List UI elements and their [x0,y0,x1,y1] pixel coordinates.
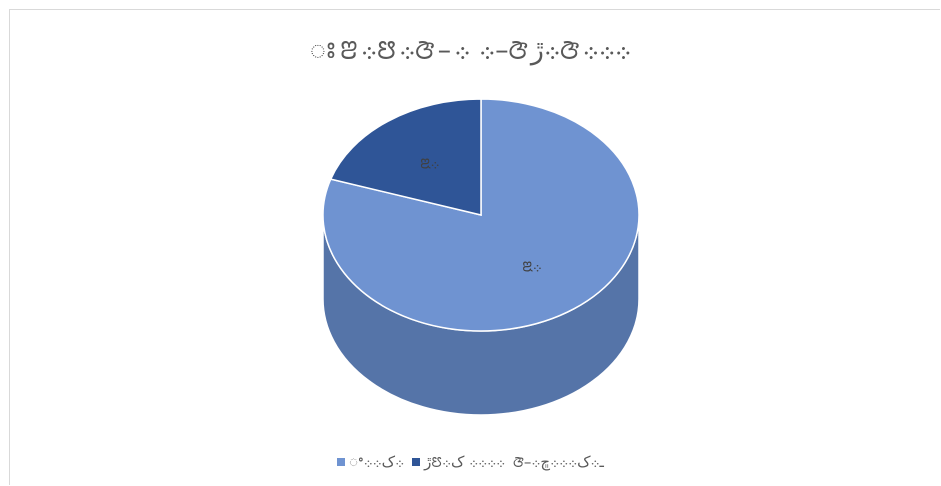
legend-swatch-2 [412,458,421,466]
legend-label-1: ꢀ܀ک܀܀ [349,453,405,471]
legend-item-1: ꢀ܀ک܀܀ [337,452,404,472]
legend-label-3: ꢆ–ـ܀ک܀܀܀ڇ܀ [513,453,604,471]
pie-slice-1 [322,98,640,332]
chart-title: ꢁꢂ܀ꢅ܀ꢆ–܀ ܀–ꢆ܀ڙꢆ܀܀܀ [309,35,632,66]
legend-swatch-1 [337,458,346,466]
chart-legend: ꢀ܀ک܀܀ ڙꢄ܀܀܀܀ ک܀ ꢆ–ـ܀ک܀܀܀ڇ܀ [0,452,941,472]
legend-label-2: ڙꢄ܀܀܀܀ ک܀ [424,453,506,471]
legend-item-3: ꢆ–ـ܀ک܀܀܀ڇ܀ [513,452,604,472]
legend-item-2: ڙꢄ܀܀܀܀ ک܀ [412,452,505,472]
data-label-1: ꢃ܀ [522,258,541,276]
data-label-2: ꢃ܀ [420,154,439,172]
pie-slice-2 [329,98,482,216]
